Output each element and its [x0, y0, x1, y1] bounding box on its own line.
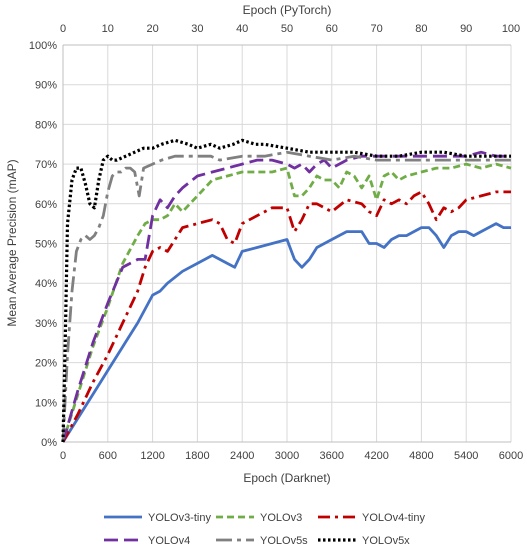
x-tick-label: 3600 [320, 450, 344, 462]
legend-label-yolov3: YOLOv3 [260, 512, 302, 524]
x2-tick-label: 80 [415, 23, 427, 35]
top-axis: 0 10 20 30 40 50 60 70 80 90 100 [60, 23, 520, 46]
x-tick-label: 4800 [409, 450, 433, 462]
left-axis: 0% 10% 20% 30% 40% 50% 60% 70% 80% 90% 100% [29, 40, 64, 449]
y-tick-label: 70% [35, 159, 57, 171]
x-tick-label: 600 [99, 450, 117, 462]
x2-tick-label: 90 [460, 23, 472, 35]
x2-tick-label: 60 [326, 23, 338, 35]
y-tick-label: 60% [35, 199, 57, 211]
x-tick-label: 3000 [275, 450, 299, 462]
y-tick-label: 10% [35, 397, 57, 409]
y-tick-label: 50% [35, 239, 57, 251]
legend: YOLOv3-tiny YOLOv3 YOLOv4-tiny YOLOv4 YOLOv5… [104, 512, 425, 547]
y-tick-label: 90% [35, 80, 57, 92]
y-tick-label: 40% [35, 278, 57, 290]
x-tick-label: 6000 [499, 450, 523, 462]
series-line-yolov3-tiny [61, 222, 511, 443]
legend-label-yolov5x: YOLOv5x [362, 535, 410, 547]
series-layer [61, 138, 512, 443]
x2-axis-title: Epoch (PyTorch) [243, 3, 332, 17]
series-line-yolov5s [61, 150, 511, 443]
y-tick-label: 0% [41, 437, 57, 449]
x-tick-label: 5400 [454, 450, 478, 462]
y-tick-label: 30% [35, 318, 57, 330]
series-line-yolov4 [61, 150, 511, 443]
x2-tick-label: 20 [146, 23, 158, 35]
x-axis-title: Epoch (Darknet) [243, 471, 330, 485]
x-tick-label: 2400 [230, 450, 254, 462]
x-tick-label: 1800 [185, 450, 209, 462]
legend-label-yolov4: YOLOv4 [148, 535, 190, 547]
y-tick-label: 20% [35, 358, 57, 370]
x2-tick-label: 10 [102, 23, 114, 35]
x2-tick-label: 70 [370, 23, 382, 35]
x2-tick-label: 0 [60, 23, 66, 35]
x2-tick-label: 100 [502, 23, 520, 35]
x-tick-label: 4200 [364, 450, 388, 462]
bottom-axis: 0 600 1200 1800 2400 3000 3600 4200 4800 5400 6000 [60, 441, 523, 462]
legend-label-yolov4-tiny: YOLOv4-tiny [362, 512, 425, 524]
x2-tick-label: 40 [236, 23, 248, 35]
x2-tick-label: 30 [191, 23, 203, 35]
x2-tick-label: 50 [281, 23, 293, 35]
legend-label-yolov3-tiny: YOLOv3-tiny [148, 512, 211, 524]
grid [62, 44, 512, 443]
y-tick-label: 80% [35, 119, 57, 131]
y-tick-label: 100% [29, 40, 57, 52]
x-tick-label: 0 [60, 450, 66, 462]
legend-label-yolov5s: YOLOv5s [260, 535, 308, 547]
y-axis-title: Mean Average Precision (mAP) [5, 159, 19, 326]
x-tick-label: 1200 [140, 450, 164, 462]
